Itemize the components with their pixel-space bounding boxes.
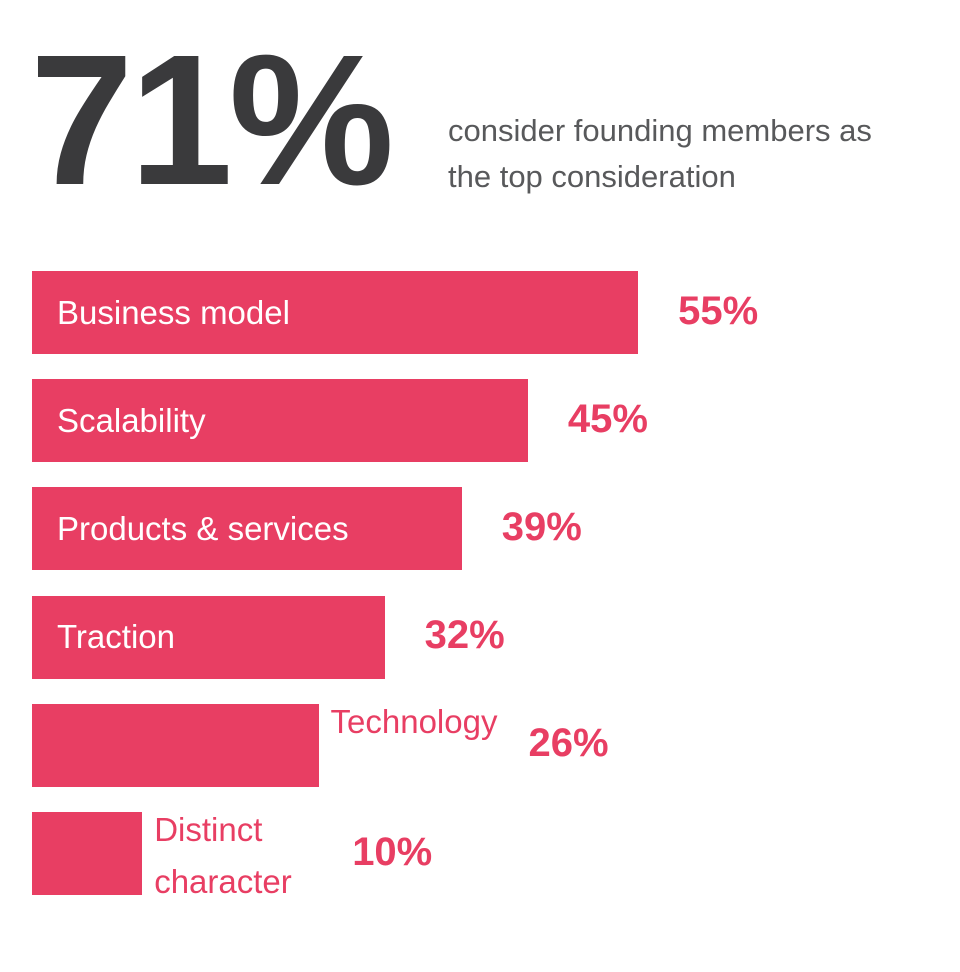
category-label: Traction <box>57 618 175 656</box>
value-label: 32% <box>424 613 505 658</box>
value-label: 45% <box>567 396 648 441</box>
category-label: Technology <box>330 702 498 740</box>
category-label: Distinct character <box>154 811 292 900</box>
category-label: Scalability <box>57 401 206 439</box>
bar <box>32 812 143 895</box>
bar <box>32 487 462 571</box>
value-label: 26% <box>528 721 609 766</box>
value-label: 10% <box>352 829 433 874</box>
bar <box>32 379 528 463</box>
bar <box>32 703 319 787</box>
subtitle: consider founding members as the top con… <box>448 113 872 194</box>
headline: 71% <box>30 17 394 224</box>
value-label: 39% <box>501 504 582 549</box>
category-label: Business model <box>57 293 290 331</box>
bar <box>32 271 639 354</box>
category-label: Products & services <box>57 509 349 547</box>
value-label: 55% <box>678 288 759 333</box>
bar <box>32 595 385 679</box>
